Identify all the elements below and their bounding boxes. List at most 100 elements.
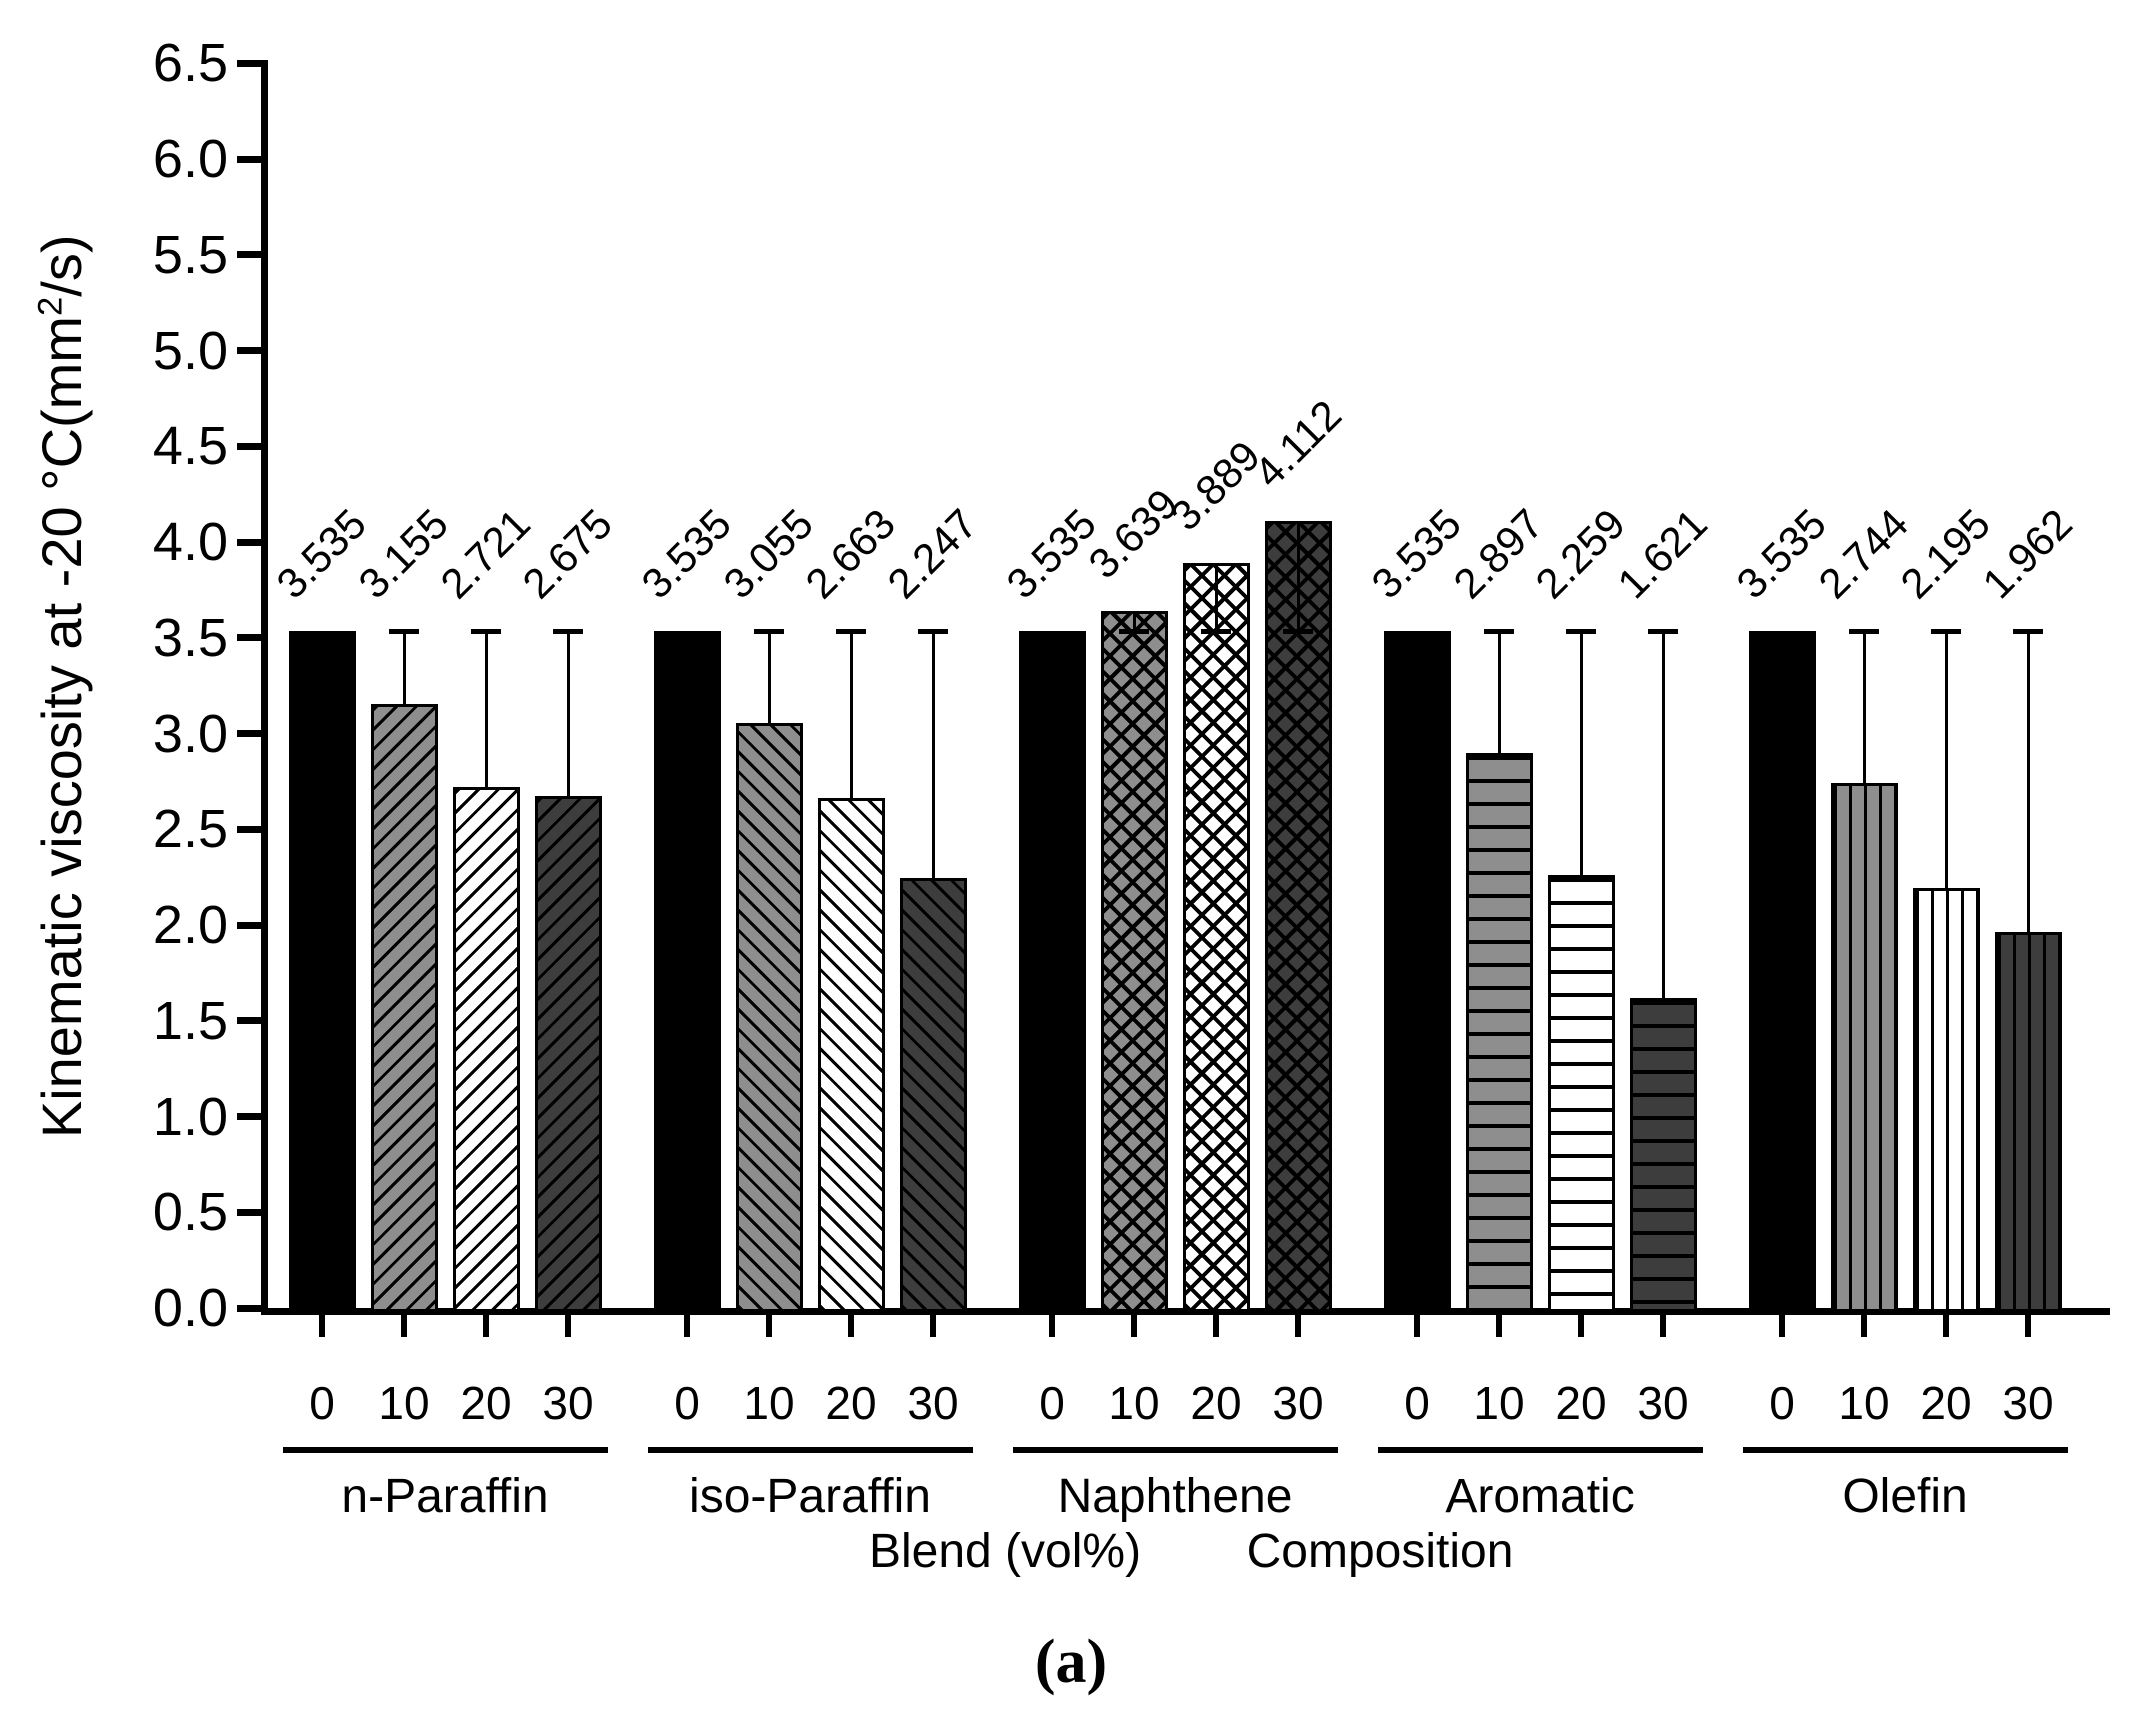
bar-value-label-text: 3.535 [267, 499, 376, 608]
group-label-text: Naphthene [1057, 1470, 1293, 1523]
bar [1912, 887, 1980, 1312]
x-tick [1660, 1315, 1666, 1337]
blend-level-label-text: 0 [1769, 1377, 1795, 1429]
y-tick [237, 155, 261, 163]
blend-level-label-text: 20 [1555, 1377, 1607, 1429]
error-bar-cap [471, 628, 501, 634]
bar [1182, 563, 1250, 1312]
y-tick-label-text: 0.0 [152, 1278, 228, 1338]
x-tick [1496, 1315, 1502, 1337]
group-underline [1012, 1447, 1338, 1453]
error-bar-line [1862, 631, 1866, 785]
error-bar-cap [389, 628, 419, 634]
x-tick [848, 1315, 854, 1337]
bar-value-label-text: 3.155 [349, 499, 458, 608]
y-tick-label-text: 5.5 [152, 224, 228, 285]
bar-value-label-text: 2.675 [513, 499, 622, 608]
x-tick [1414, 1315, 1420, 1337]
bar-value-label-text: 2.195 [1891, 499, 2000, 608]
x-tick [565, 1315, 571, 1337]
bar [1383, 631, 1451, 1312]
error-bar-line [1661, 631, 1665, 1000]
y-tick [237, 1304, 261, 1312]
bar-value-label-text: 2.721 [431, 499, 540, 608]
y-tick [237, 442, 261, 450]
y-tick-label-text: 2.5 [152, 799, 228, 860]
y-tick-label-text: 1.0 [152, 1086, 228, 1147]
bar-value-label-text: 2.663 [796, 499, 905, 608]
bar-value-label-text: 3.889 [1161, 432, 1270, 540]
y-tick [237, 1113, 261, 1120]
bar [1994, 932, 2062, 1312]
blend-level-label-text: 0 [309, 1377, 335, 1429]
y-tick [237, 825, 261, 833]
blend-level-label-text: 0 [1039, 1377, 1065, 1429]
bar-value-label-text: 2.897 [1444, 499, 1553, 608]
x-tick [766, 1315, 772, 1337]
error-bar-cap [1201, 628, 1231, 634]
bar [370, 703, 438, 1312]
error-bar-line [1579, 631, 1583, 878]
bar [1018, 631, 1086, 1312]
error-bar-cap [1283, 628, 1313, 634]
bar-value-label-text: 1.621 [1608, 499, 1717, 608]
group-label-text: Olefin [1842, 1470, 1968, 1523]
bar [288, 631, 356, 1312]
y-tick-label-text: 2.0 [152, 895, 228, 955]
x-tick [1131, 1315, 1137, 1337]
error-bar-cap [1931, 628, 1961, 634]
y-tick [237, 1017, 261, 1025]
y-tick-label-text: 4.5 [152, 416, 228, 477]
blend-level-label-text: 10 [743, 1377, 795, 1429]
error-bar-line [1132, 611, 1136, 634]
y-tick-label-text: 0.5 [152, 1182, 228, 1243]
group-label-text: iso-Paraffin [689, 1470, 931, 1523]
x-tick [1578, 1315, 1584, 1337]
x-tick [930, 1315, 936, 1337]
y-tick [237, 59, 261, 67]
blend-level-label-text: 30 [907, 1377, 959, 1429]
y-tick [237, 538, 261, 546]
bar [653, 631, 721, 1312]
error-bar-cap [754, 628, 784, 634]
y-tick [237, 634, 261, 642]
x-tick [684, 1315, 690, 1337]
y-tick [237, 347, 261, 354]
error-bar-line [931, 631, 935, 880]
blend-level-label-text: 20 [1190, 1377, 1242, 1429]
bar-value-label-text: 1.962 [1973, 499, 2082, 608]
error-bar-line [1296, 520, 1300, 634]
bar-value-label-text: 3.055 [714, 499, 823, 608]
bar-value-label-text: 3.535 [1727, 499, 1836, 608]
bar [735, 722, 803, 1312]
bar [1100, 611, 1168, 1312]
blend-level-label-text: 30 [1272, 1377, 1324, 1429]
y-tick-label-text: 3.5 [152, 607, 228, 668]
blend-level-label-text: 20 [460, 1377, 512, 1429]
error-bar-line [849, 631, 853, 801]
group-label-text: n-Paraffin [341, 1470, 549, 1523]
group-underline [1377, 1447, 1703, 1453]
error-bar-line [566, 631, 570, 798]
group-underline [647, 1447, 973, 1453]
blend-level-label-text: 30 [542, 1377, 594, 1429]
bar-value-label-text: 2.247 [878, 499, 987, 608]
bar [1264, 520, 1332, 1312]
x-tick [1213, 1315, 1219, 1337]
error-bar-cap [836, 628, 866, 634]
bar-value-label-text: 3.535 [1362, 499, 1471, 608]
y-tick [237, 730, 261, 737]
error-bar-line [767, 631, 771, 725]
error-bar-line [1214, 563, 1218, 634]
x-tick [401, 1315, 407, 1337]
blend-level-label-text: 10 [1108, 1377, 1160, 1429]
y-axis-title-text: Kinematic viscosity at -20 °C(mm2/s) [30, 234, 94, 1138]
error-bar-cap [918, 628, 948, 634]
bar [534, 795, 602, 1312]
bar-value-label-text: 3.535 [632, 499, 741, 608]
blend-level-label-text: 30 [2002, 1377, 2054, 1429]
y-tick-label-text: 6.0 [152, 129, 228, 189]
error-bar-line [484, 631, 488, 789]
group-underline [282, 1447, 608, 1453]
